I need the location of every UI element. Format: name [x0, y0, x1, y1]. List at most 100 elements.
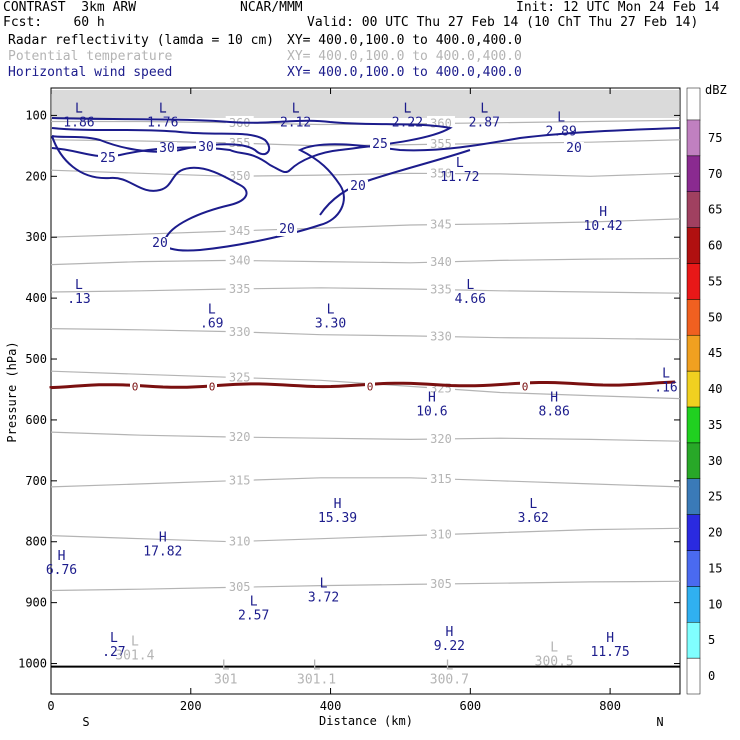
field1-name: Radar reflectivity (lamda = 10 cm): [8, 33, 275, 48]
x-axis-title: Distance (km): [319, 714, 413, 728]
colorbar-level-label: 10: [708, 597, 722, 611]
freezing-layer: 0 0 0 0: [49, 380, 680, 668]
wind-contour-label: 20: [279, 222, 295, 237]
colorbar-level-label: 25: [708, 490, 722, 504]
colorbar-level-label: 60: [708, 239, 722, 253]
theta-label-bg: [426, 329, 455, 343]
field3-xy: XY= 400.0,100.0 to 400.0,400.0: [287, 65, 522, 80]
y-tick-label: 300: [25, 230, 47, 244]
extremum-value: 11.72: [440, 170, 479, 185]
colorbar-level-label: 40: [708, 382, 722, 396]
colorbar-cell: [686, 155, 701, 192]
extremum-type: L: [466, 278, 474, 293]
extremum-value: 17.82: [143, 545, 182, 560]
theta-contour-label: 315: [229, 474, 251, 488]
theta-contour-label: 350: [430, 166, 452, 180]
extremum-value: 1.86: [63, 115, 94, 130]
extremum-type: H: [428, 391, 436, 406]
theta-contour-label: 335: [229, 282, 251, 296]
theta-contour-label: 310: [430, 528, 452, 542]
extremum-type: L: [250, 595, 258, 610]
colorbar-unit: dBZ: [705, 83, 727, 97]
extremum-type: H: [334, 497, 342, 512]
colorbar-cell: [686, 442, 701, 479]
extremum-value: 9.22: [434, 639, 465, 654]
wind-label-bg: [150, 237, 170, 250]
y-tick-label: 200: [25, 169, 47, 183]
wind-label-bg: [564, 142, 584, 155]
theta-contour-label: 335: [430, 283, 452, 297]
extremum-value: 8.86: [539, 405, 570, 420]
colorbar-level-label: 45: [708, 346, 722, 360]
extremum-value: 10.6: [416, 405, 447, 420]
colorbar-cell: [686, 263, 701, 300]
colorbar-level-label: 5: [708, 633, 715, 647]
freezing-label-bg: [207, 380, 217, 392]
colorbar-cell: [686, 621, 701, 659]
extremum-value: 2.89: [546, 124, 577, 139]
axes-layer: 0 200 400 600 800100200300400500600700800900…: [18, 88, 680, 713]
field3-name: Horizontal wind speed: [8, 65, 173, 80]
theta-contour-label: 320: [229, 430, 251, 444]
x-tick-label: 600: [459, 699, 481, 713]
colorbar-cell: [686, 299, 701, 336]
plot-frame: [50, 87, 681, 695]
wind-contour-20: [51, 127, 681, 252]
wind-contour-label: 30: [198, 140, 214, 155]
extremum-type: L: [131, 634, 139, 649]
extremum-value: 2.87: [469, 115, 500, 130]
theta-contour-label: 355: [229, 136, 251, 150]
extremum-type: L: [313, 659, 321, 674]
wind-contour-label: 25: [100, 151, 116, 166]
extremum-value: 2.22: [392, 115, 423, 130]
extremum-value: 10.42: [584, 219, 623, 234]
extremum-value: 15.39: [318, 511, 357, 526]
colorbar-cell: [686, 586, 701, 623]
theta-contour-label: 305: [229, 580, 251, 594]
x-tick-label: 400: [320, 699, 342, 713]
y-axis-title: Pressure (hPa): [5, 341, 19, 442]
colorbar-cell: [686, 406, 701, 444]
wind-contour-30: [51, 127, 271, 156]
extremum-value: 2.57: [238, 609, 269, 624]
extremum-value: 4.66: [455, 292, 486, 307]
extremum-value: 3.72: [308, 590, 339, 605]
extremum-value: 301: [214, 673, 237, 688]
theta-contour-335: [50, 287, 681, 294]
right-endpoint: N: [656, 715, 663, 729]
colorbar-level-label: 70: [708, 167, 722, 181]
extremum-value: 3.30: [315, 316, 346, 331]
extremum-value: .27: [102, 645, 125, 660]
theta-label-bg: [225, 169, 254, 183]
extremum-type: L: [550, 640, 558, 655]
y-tick-label: 800: [25, 535, 47, 549]
theta-contour-320: [50, 431, 681, 442]
extremum-value: 2.12: [280, 115, 311, 130]
freezing-level-label: 0: [209, 380, 216, 393]
extremum-type: L: [480, 101, 488, 116]
colorbar-level-label: 15: [708, 561, 722, 575]
y-tick-label: 600: [25, 413, 47, 427]
extremum-value: 6.76: [46, 563, 77, 578]
theta-label-bg: [225, 281, 254, 295]
x-tick-label: 0: [47, 699, 54, 713]
extremum-type: L: [557, 110, 565, 125]
theta-contour-340: [50, 257, 681, 266]
theta-contour-355: [50, 139, 681, 147]
extremum-value: 301.4: [115, 648, 154, 663]
extremum-type: L: [404, 101, 412, 116]
theta-label-bg: [225, 253, 254, 267]
theta-contour-label: 330: [229, 325, 251, 339]
theta-label-bg: [225, 534, 254, 548]
theta-label-bg: [426, 137, 455, 151]
colorbar-level-label: 50: [708, 310, 722, 324]
freezing-label-bg: [520, 380, 530, 392]
colorbar-level-label: 65: [708, 203, 722, 217]
extremum-type: H: [550, 391, 558, 406]
colorbar-level-label: 30: [708, 454, 722, 468]
colorbar: dBZ 0 5 10 15 20 25 30 35 40 45 50 55 60 65 70 75: [686, 83, 727, 695]
theta-contour-345: [50, 218, 681, 238]
freezing-label-bg: [130, 380, 140, 392]
